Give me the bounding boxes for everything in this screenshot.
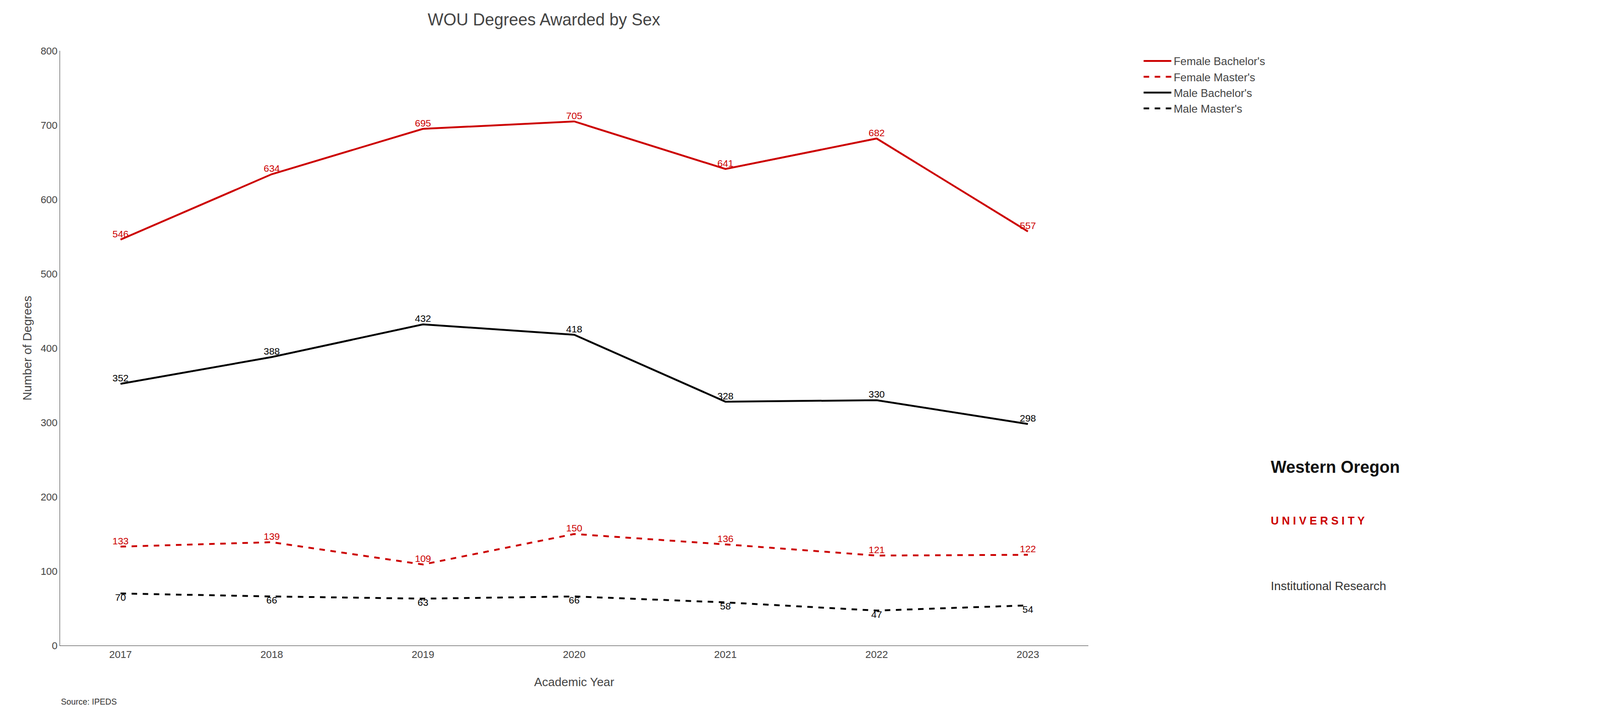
- svg-text:Western Oregon: Western Oregon: [1270, 457, 1400, 477]
- svg-text:200: 200: [40, 491, 58, 503]
- svg-text:400: 400: [40, 342, 58, 355]
- svg-text:Female Bachelor's: Female Bachelor's: [1173, 54, 1266, 68]
- svg-text:695: 695: [414, 117, 431, 129]
- svg-text:0: 0: [51, 640, 58, 652]
- svg-text:2017: 2017: [109, 648, 133, 661]
- svg-text:300: 300: [40, 416, 58, 429]
- svg-text:54: 54: [1022, 603, 1034, 615]
- svg-text:122: 122: [1019, 543, 1036, 555]
- svg-text:634: 634: [263, 163, 280, 174]
- svg-text:352: 352: [112, 372, 129, 384]
- svg-text:WOU Degrees Awarded by Sex: WOU Degrees Awarded by Sex: [427, 10, 661, 30]
- svg-text:2018: 2018: [260, 648, 284, 661]
- svg-text:Male Master's: Male Master's: [1173, 102, 1243, 115]
- svg-text:70: 70: [114, 591, 126, 603]
- svg-text:682: 682: [868, 127, 885, 139]
- svg-text:800: 800: [40, 45, 58, 57]
- svg-text:330: 330: [868, 388, 885, 400]
- svg-text:432: 432: [414, 313, 431, 324]
- svg-text:66: 66: [266, 594, 278, 606]
- svg-text:Male Bachelor's: Male Bachelor's: [1173, 86, 1253, 100]
- svg-text:388: 388: [263, 345, 280, 357]
- svg-text:150: 150: [566, 522, 583, 534]
- svg-text:58: 58: [719, 600, 731, 612]
- svg-text:121: 121: [868, 544, 885, 556]
- svg-text:66: 66: [568, 594, 580, 606]
- svg-text:298: 298: [1019, 412, 1036, 424]
- svg-text:2022: 2022: [865, 648, 888, 661]
- svg-text:100: 100: [40, 565, 58, 578]
- svg-text:418: 418: [566, 323, 583, 335]
- svg-text:600: 600: [40, 193, 58, 206]
- svg-text:546: 546: [112, 228, 129, 240]
- svg-text:2019: 2019: [411, 648, 435, 661]
- svg-text:2023: 2023: [1016, 648, 1040, 661]
- svg-text:U N I V E R S I T Y: U N I V E R S I T Y: [1270, 514, 1365, 527]
- svg-text:47: 47: [871, 609, 882, 620]
- svg-text:Institutional Research: Institutional Research: [1270, 579, 1387, 593]
- svg-text:328: 328: [717, 390, 734, 402]
- svg-text:641: 641: [717, 157, 734, 169]
- svg-text:109: 109: [414, 553, 431, 564]
- svg-text:705: 705: [566, 110, 583, 121]
- svg-text:700: 700: [40, 119, 58, 132]
- svg-text:Academic Year: Academic Year: [534, 675, 615, 689]
- svg-text:63: 63: [417, 597, 429, 608]
- svg-text:Source: IPEDS: Source: IPEDS: [60, 697, 117, 707]
- svg-text:139: 139: [263, 531, 280, 542]
- svg-text:Female Master's: Female Master's: [1173, 71, 1256, 84]
- svg-text:2020: 2020: [562, 648, 586, 661]
- svg-text:2021: 2021: [714, 648, 737, 661]
- svg-text:Number of Degrees: Number of Degrees: [20, 295, 35, 401]
- svg-text:133: 133: [112, 535, 129, 547]
- svg-text:136: 136: [717, 533, 734, 544]
- svg-text:500: 500: [40, 268, 58, 280]
- svg-text:557: 557: [1019, 220, 1036, 231]
